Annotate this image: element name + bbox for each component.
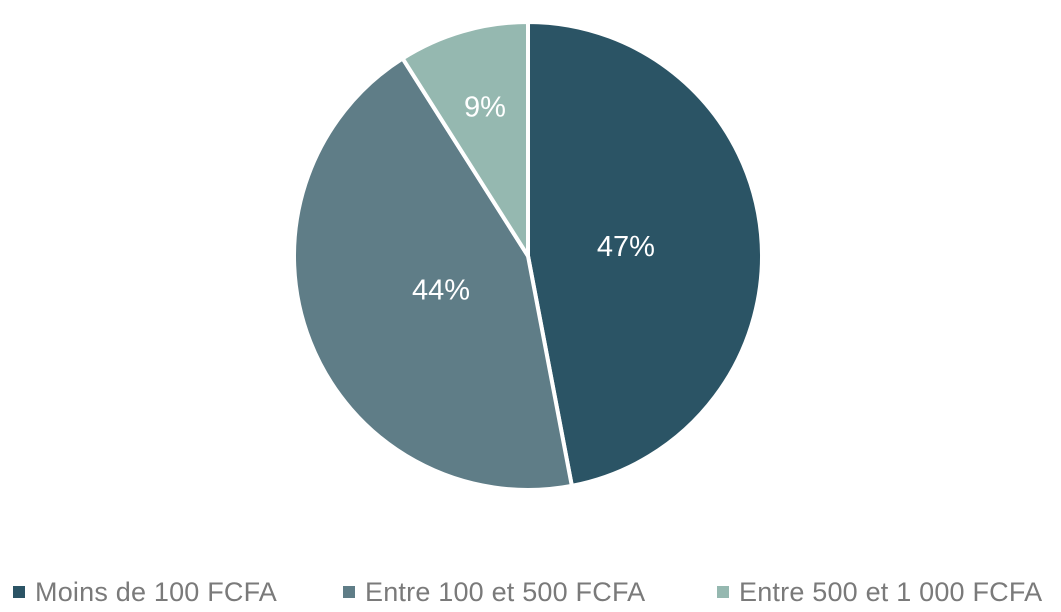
legend-label: Moins de 100 FCFA [35, 576, 278, 607]
legend-item-entre-100-et-500: Entre 100 et 500 FCFA [343, 574, 645, 610]
pie-slice-1 [526, 20, 764, 488]
pie-data-label-1: 47% [597, 231, 655, 263]
legend-label: Entre 500 et 1 000 FCFA [739, 576, 1043, 607]
pie-slice-3 [400, 20, 530, 258]
legend-label: Entre 100 et 500 FCFA [365, 576, 646, 607]
pie-slices [292, 20, 764, 492]
pie-data-label-2: 44% [412, 274, 470, 306]
legend-swatch [343, 586, 355, 598]
legend-swatch [717, 586, 729, 598]
pie-slice-2 [292, 56, 574, 492]
legend-item-moins-de-100: Moins de 100 FCFA [13, 574, 277, 610]
legend: Moins de 100 FCFA Entre 100 et 500 FCFA … [0, 574, 1061, 610]
pie-data-label-3: 9% [464, 92, 506, 124]
legend-item-entre-500-et-1000: Entre 500 et 1 000 FCFA [717, 574, 1042, 610]
legend-swatch [13, 586, 25, 598]
pie-data-labels: 47% 44% 9% [412, 92, 655, 307]
